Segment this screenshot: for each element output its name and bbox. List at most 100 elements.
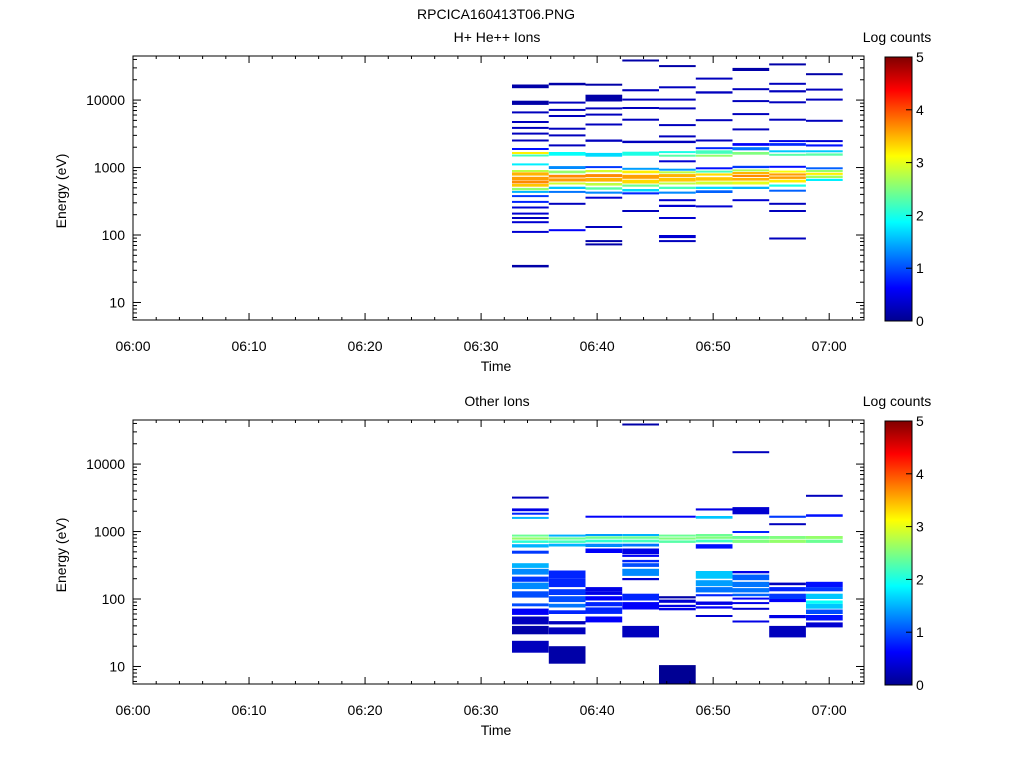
heatmap-cell — [548, 621, 586, 625]
heatmap-cell — [806, 172, 843, 175]
heatmap-cell — [806, 600, 843, 604]
heatmap-cell — [548, 202, 586, 205]
colorbar-tick-label: 5 — [916, 49, 924, 65]
heatmap-cell — [622, 98, 659, 101]
heatmap-cell — [622, 593, 659, 601]
heatmap-cell — [659, 135, 696, 138]
heatmap-cell — [695, 534, 733, 536]
heatmap-cell — [548, 166, 586, 169]
heatmap-cell — [769, 184, 806, 187]
x-axis-label: Time — [481, 722, 512, 738]
heatmap-cell — [548, 82, 586, 86]
heatmap-cell — [695, 77, 733, 80]
heatmap-cell — [769, 615, 806, 619]
heatmap-cell — [512, 616, 549, 625]
heatmap-cell — [659, 240, 696, 243]
heatmap-cell — [769, 90, 806, 93]
heatmap-cell — [512, 591, 549, 598]
heatmap-cell — [769, 179, 806, 183]
heatmap-cell — [512, 111, 549, 114]
heatmap-cell — [769, 237, 806, 240]
heatmap-cell — [512, 550, 549, 554]
heatmap-cell — [548, 570, 586, 579]
heatmap-cell — [806, 98, 843, 101]
heatmap-cell — [622, 423, 659, 426]
heatmap-cell — [512, 496, 549, 499]
heatmap-cell — [585, 607, 623, 614]
x-tick-label: 06:00 — [115, 338, 150, 354]
heatmap-cell — [512, 625, 549, 635]
heatmap-cell — [659, 168, 696, 171]
heatmap-cells — [512, 423, 843, 684]
heatmap-cell — [732, 181, 770, 185]
heatmap-cell — [695, 154, 733, 157]
heatmap-cell — [695, 539, 733, 543]
heatmap-cell — [512, 139, 549, 142]
heatmap-cell — [622, 89, 659, 92]
heatmap-cell — [659, 178, 696, 182]
x-tick-label: 06:10 — [232, 702, 267, 718]
colorbar-tick-label: 0 — [916, 313, 924, 329]
panel-title: H+ He++ Ions — [454, 29, 541, 45]
heatmap-cell — [769, 165, 806, 168]
heatmap-cell — [659, 107, 696, 110]
heatmap-cell — [695, 536, 733, 539]
heatmap-cell — [695, 601, 733, 605]
heatmap-cell — [512, 608, 549, 615]
heatmap-cell — [512, 264, 549, 268]
heatmap-cell — [548, 186, 586, 189]
colorbar-ticks: 0 1 2 3 4 5 — [906, 413, 924, 693]
heatmap-cell — [695, 544, 733, 549]
heatmap-cell — [659, 596, 696, 599]
heatmap-cell — [512, 170, 549, 172]
heatmap-cell — [769, 140, 806, 143]
colorbar-tick-label: 4 — [916, 466, 924, 482]
colorbar-tick-label: 3 — [916, 519, 924, 535]
x-tick-label: 06:30 — [464, 338, 499, 354]
heatmap-cell — [806, 73, 843, 76]
y-tick-label: 10 — [109, 294, 125, 310]
colorbar-tick-label: 1 — [916, 260, 924, 276]
heatmap-cell — [585, 548, 623, 553]
heatmap-cell — [622, 184, 659, 187]
heatmap-cell — [622, 563, 659, 567]
colorbar-tick-label: 2 — [916, 207, 924, 223]
heatmap-cell — [512, 540, 549, 543]
heatmap-cell — [585, 191, 623, 194]
heatmap-cell — [695, 606, 733, 609]
heatmap-cell — [512, 568, 549, 575]
x-axis: 06:00 06:10 06:20 06:30 06:40 06:50 07:00 — [115, 420, 853, 718]
heatmap-cell — [512, 154, 549, 157]
heatmap-cell — [548, 543, 586, 547]
heatmap-cell — [732, 67, 770, 71]
x-tick-label: 06:40 — [580, 338, 615, 354]
heatmap-cell — [659, 199, 696, 202]
colorbar-tick-label: 0 — [916, 677, 924, 693]
heatmap-cell — [512, 200, 549, 203]
heatmap-cell — [769, 202, 806, 205]
heatmap-cell — [769, 153, 806, 156]
heatmap-cell — [548, 589, 586, 595]
heatmap-cell — [732, 178, 770, 181]
heatmap-cell — [732, 588, 770, 593]
heatmap-cell — [548, 182, 586, 185]
heatmap-cell — [548, 170, 586, 174]
heatmap-cell — [622, 189, 659, 192]
heatmap-cell — [659, 124, 696, 127]
heatmap-cell — [622, 59, 659, 62]
heatmap-cell — [806, 603, 843, 609]
heatmap-cell — [585, 243, 623, 246]
heatmap-cell — [512, 187, 549, 191]
x-axis: 06:00 06:10 06:20 06:30 06:40 06:50 07:00 — [115, 56, 853, 354]
colorbar-tick-label: 3 — [916, 155, 924, 171]
heatmap-cell — [769, 210, 806, 212]
heatmap-cell — [512, 563, 549, 568]
heatmap-cell — [732, 536, 770, 539]
heatmap-cell — [622, 107, 659, 109]
heatmap-cell — [732, 143, 770, 146]
heatmap-cell — [695, 147, 733, 150]
colorbar-tick-label: 5 — [916, 413, 924, 429]
x-tick-label: 06:50 — [696, 338, 731, 354]
heatmap-cell — [732, 581, 770, 588]
